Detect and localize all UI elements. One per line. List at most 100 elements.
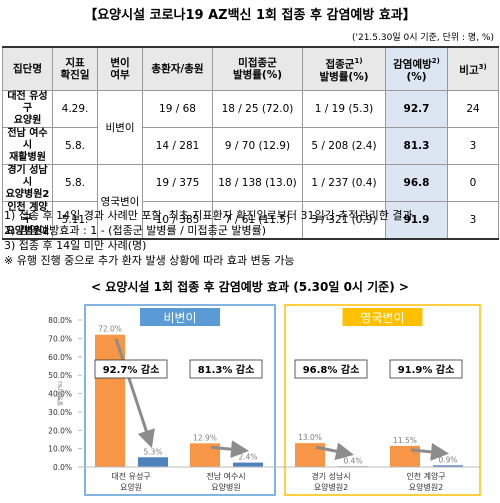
bar <box>138 457 168 467</box>
y-tick-label: 80.0% <box>48 316 72 325</box>
header-line: 비고3) <box>448 61 498 77</box>
date-cell: 5.8. <box>52 164 98 202</box>
header-line: 총환자/총원 <box>143 63 212 75</box>
header-text: 감염예방 <box>393 58 432 71</box>
table: 집단명 지표 확진일 변이 여부 총환자/총원 미접종군 발병률(%) 접종군1) 발병률(%) 감… <box>2 46 499 240</box>
panel-border <box>84 304 276 496</box>
date-cell: 5.11. <box>52 201 98 240</box>
table-cell: 0 <box>447 164 499 202</box>
y-tick-label: 30.0% <box>48 408 72 417</box>
header-line: 접종군1) <box>303 55 385 71</box>
table-row: 경기 성남시 요양병원2 5.8. 영국변이 19 / 375 18 / 138 (13.… <box>2 164 499 240</box>
panel-title-box <box>140 308 220 326</box>
header-text: 비고 <box>459 64 479 77</box>
header-cell: 비고3) <box>447 46 499 91</box>
group-name: 대전 유성구 요양원 <box>2 90 53 128</box>
table-cell: 3 <box>447 127 499 165</box>
header-cell: 변이 여부 <box>97 46 143 91</box>
annotation: 96.8% 감소 <box>303 364 360 376</box>
effect-cell: 96.8 <box>385 164 448 202</box>
value-label: 11.5% <box>393 436 417 445</box>
bar <box>95 334 125 467</box>
name-line: 요양병원2 <box>5 226 50 237</box>
panel-title: 영국변이 <box>360 311 404 325</box>
header-line: 확진일 <box>53 69 97 81</box>
x-tick-label: 요양병원 <box>211 483 240 492</box>
annotation-box <box>389 359 463 379</box>
header-cell: 집단명 <box>2 46 53 91</box>
y-tick-label: 60.0% <box>48 353 72 362</box>
x-tick-label: 인천 계양구 <box>406 471 445 481</box>
header-line: 변이 <box>98 57 142 69</box>
annotation-box <box>189 359 263 379</box>
y-tick-label: 40.0% <box>48 390 72 399</box>
table-cell: 24 <box>447 90 499 128</box>
header-text: (%) <box>406 70 427 83</box>
annotation: 92.7% 감소 <box>103 364 160 376</box>
group-name: 경기 성남시 요양병원2 <box>2 164 53 202</box>
header-row: 집단명 지표 확진일 변이 여부 총환자/총원 미접종군 발병률(%) 접종군1) 발병률(%) 감… <box>2 46 499 91</box>
panel-title: 비변이 <box>163 311 196 325</box>
panel-border <box>284 304 481 496</box>
header-line: (%) <box>386 71 447 83</box>
name-line: 경기 성남시 <box>7 165 48 188</box>
name-line: 전남 여수시 <box>7 128 48 151</box>
annotation-box <box>94 359 168 379</box>
x-tick-label: 요양병원2 <box>314 483 349 492</box>
header-cell: 접종군1) 발병률(%) <box>302 46 386 91</box>
header-text: 미접종군 <box>238 57 277 69</box>
y-tick-label: 10.0% <box>48 445 72 454</box>
unit-note: ('21.5.30일 0시 기준, 단위 : 명, %) <box>351 33 494 43</box>
annotation: 91.9% 감소 <box>398 364 455 376</box>
header-text: 지표 <box>65 57 85 69</box>
bar <box>190 443 220 467</box>
value-label: 72.0% <box>98 325 122 334</box>
header-text: 접종군 <box>325 58 355 71</box>
annotation-box <box>294 359 368 379</box>
header-line: 감염예방2) <box>386 55 447 71</box>
footnote-mark: 1) <box>354 57 363 66</box>
header-line: 여부 <box>98 69 142 81</box>
footnote-mark: 3) <box>478 63 487 72</box>
table-cell: 14 / 281 <box>142 127 213 165</box>
value-label: 12.9% <box>193 433 217 442</box>
bar <box>295 443 325 467</box>
header-cell: 지표 확진일 <box>52 46 98 91</box>
header-cell: 감염예방2) (%) <box>385 46 448 91</box>
table-cell: 5 / 208 (2.4) <box>302 127 386 165</box>
table-cell: 3 <box>447 201 499 240</box>
bar <box>433 465 463 467</box>
name-line: 대전 유성구 <box>7 91 48 114</box>
header-text: 변이 <box>110 57 130 69</box>
table-cell: 1 / 237 (0.4) <box>302 164 386 202</box>
table-cell: 9 / 70 (12.9) <box>212 127 303 165</box>
header-cell: 총환자/총원 <box>142 46 213 91</box>
table-cell: 19 / 68 <box>142 90 213 128</box>
header-text: 발병률(%) <box>232 69 283 81</box>
header-line: 발병률(%) <box>213 69 302 81</box>
title: 【요양시설 코로나19 AZ백신 1회 접종 후 감염예방 효과】 <box>84 8 416 23</box>
table-cell: 19 / 375 <box>142 164 213 202</box>
arrow <box>114 338 155 449</box>
effect-cell: 91.9 <box>385 201 448 240</box>
header-line: 발병률(%) <box>303 71 385 83</box>
value-label: 0.9% <box>438 455 457 464</box>
footnote-mark: 2) <box>431 57 440 66</box>
group-name: 인천 계양구 요양병원2 <box>2 201 53 240</box>
y-axis-title: 발병률(%) <box>56 381 64 406</box>
header-line: 지표 <box>53 57 97 69</box>
variant-cell: 비변이 <box>97 90 143 165</box>
value-label: 2.4% <box>238 453 257 462</box>
header-text: 총환자/총원 <box>151 63 204 75</box>
chart: 0.0% 10.0% 20.0% 30.0% 40.0% 50.0% 60.0% 70.0% 8… <box>48 304 481 496</box>
variant-cell: 영국변이 <box>97 164 143 240</box>
table-cell: 10 / 385 <box>142 201 213 240</box>
date-cell: 5.8. <box>52 127 98 165</box>
x-tick-label: 요양원 <box>120 483 142 492</box>
table-row: 대전 유성구 요양원 4.29. 비변이 19 / 68 18 / 25 (72.0) 1 … <box>2 90 499 165</box>
x-tick-label: 대전 유성구 <box>111 471 150 481</box>
table-row: 전남 여수시 재활병원 5.8. 14 / 281 9 / 70 (12.9) 5 / 2… <box>2 127 499 165</box>
chart-title: < 요양시설 1회 접종 후 감염예방 효과 (5.30일 0시 기준) > <box>91 280 409 294</box>
y-tick-label: 70.0% <box>48 334 72 343</box>
